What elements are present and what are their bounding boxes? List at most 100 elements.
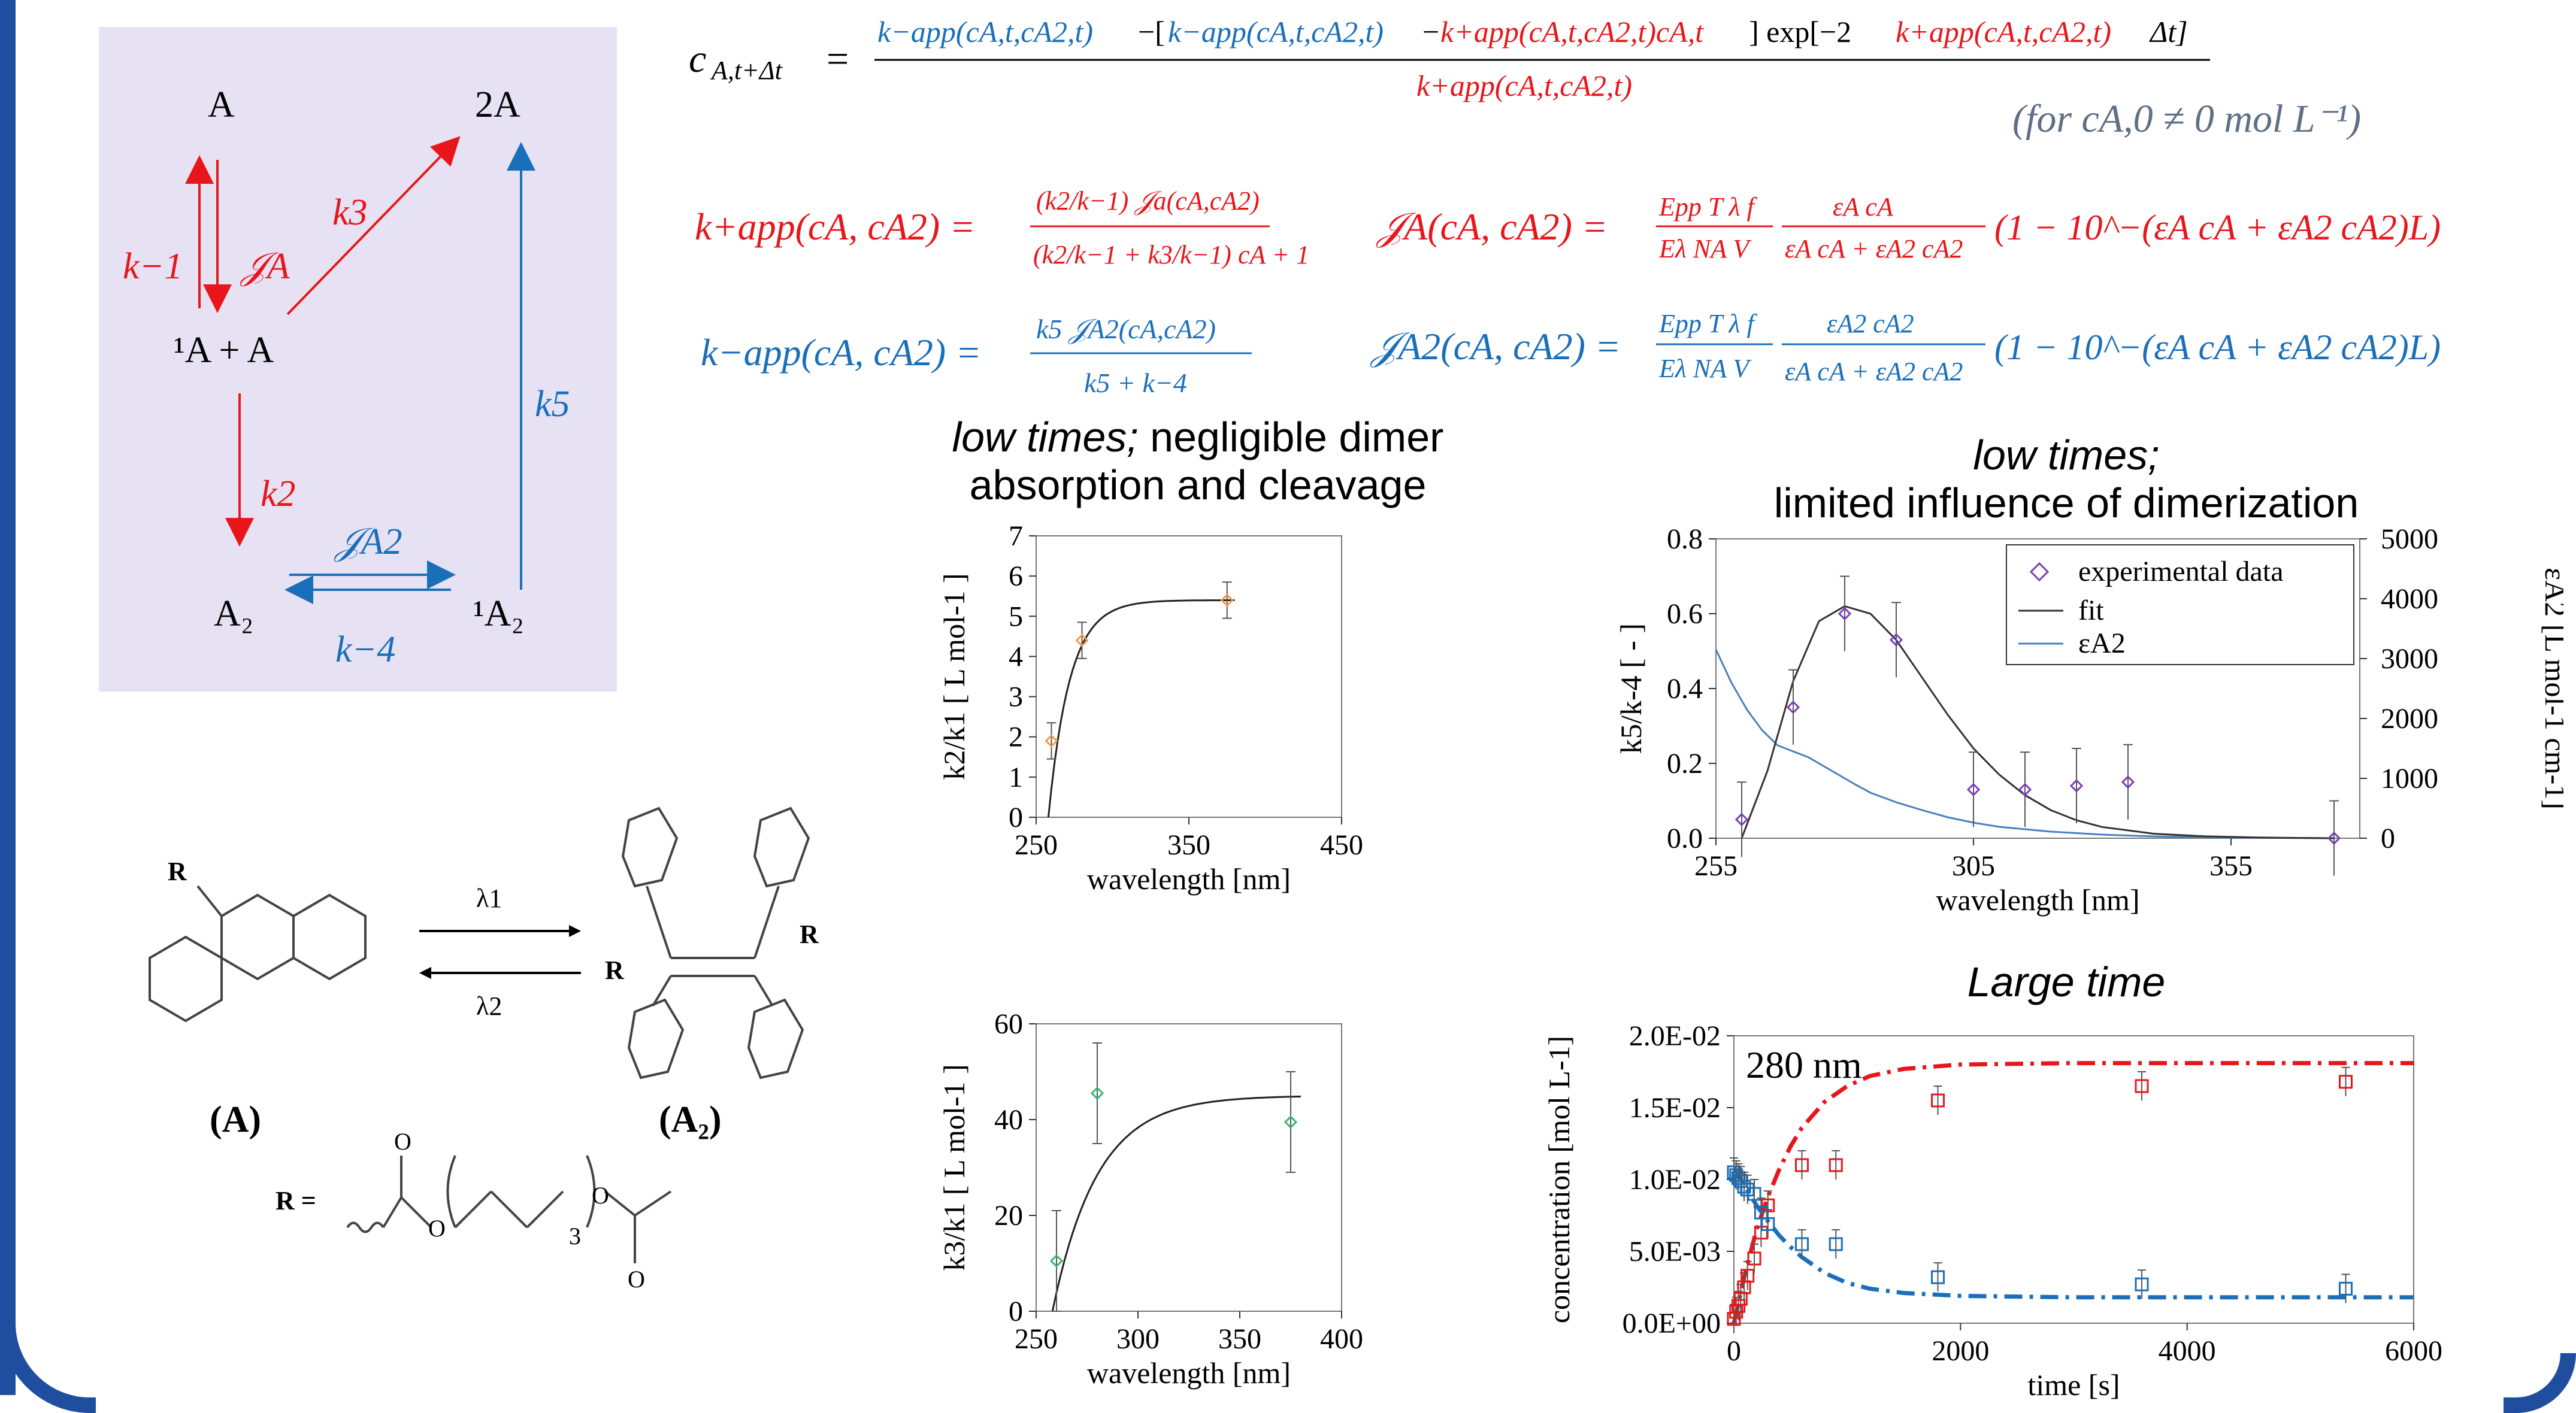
label-lambda1: λ1 — [476, 884, 502, 913]
eq-J-A2-tail: (1 − 10^−(εA cA + εA2 cA2)L) — [1994, 328, 2441, 367]
y-tick-label: 0.8 — [1667, 523, 1703, 555]
R-group-structure — [346, 1155, 672, 1263]
y2-tick-label: 5000 — [2381, 523, 2438, 555]
eq-J-A-frac1-num: Epp T λ f — [1658, 192, 1758, 222]
eq-k-minus-app-den: k5 + k−4 — [1084, 368, 1187, 398]
eq-main-num-6: ] exp[−2 — [1749, 15, 1851, 48]
eq-main-num-2: −[ — [1138, 15, 1165, 48]
label-k5: k5 — [535, 384, 570, 424]
y-tick-label: 0.0E+00 — [1623, 1308, 1721, 1339]
x-tick-label: 350 — [1167, 829, 1210, 861]
label-compound-A: (A) — [210, 1099, 261, 1140]
data-point — [1966, 783, 1981, 796]
data-point-A2 — [2135, 1079, 2149, 1093]
data-point — [1075, 633, 1089, 647]
data-point — [1284, 1115, 1298, 1129]
y-tick-label: 0 — [1009, 1296, 1023, 1327]
eq-main-num-5: k+app(cA,t,cA2,t)cA,t — [1440, 15, 1704, 48]
y-tick-label: 6 — [1009, 560, 1023, 592]
eq-main-lhs: c — [689, 37, 706, 81]
y-tick-label: 2.0E-02 — [1629, 1020, 1721, 1052]
R-oxygen-2: O — [394, 1128, 411, 1155]
eq-main-num-1: k−app(cA,t,cA2,t) — [877, 15, 1093, 48]
equations: c A,t+Δt = k−app(cA,t,cA2,t) −[ k−app(cA… — [689, 15, 2441, 398]
x-tick-label: 450 — [1320, 829, 1363, 861]
data-point — [2069, 779, 2084, 793]
eq-J-A2-frac2-den: εA cA + εA2 cA2 — [1785, 357, 1963, 386]
fit-curve — [1051, 1095, 1301, 1312]
x-tick-label: 4000 — [2159, 1335, 2216, 1367]
data-point-A2 — [1727, 1312, 1741, 1326]
chart1-title-italic: low times; — [952, 414, 1139, 460]
data-point-A — [1829, 1237, 1843, 1251]
A2-R-label-left: R — [605, 956, 625, 985]
species-excited-A2: ¹A₂ — [473, 593, 524, 634]
y-axis-label: k3/k1 [ L mol-1 ] — [937, 1064, 971, 1271]
legend-marker-experimental — [2029, 562, 2050, 582]
species-excited-A-plus-A: ¹A + A — [174, 330, 274, 371]
chart-k5-k4: 255 305 355 0.0 0.2 0.4 0.6 0.8 wavelength [nm] k… — [1614, 523, 2563, 917]
anthracene-A-structure — [149, 885, 367, 1023]
data-point-A — [2339, 1281, 2353, 1296]
y-tick-label: 7 — [1009, 521, 1023, 552]
x-axis-label: time [s] — [2027, 1368, 2120, 1402]
fit-curve — [1047, 599, 1235, 818]
reaction-scheme: A 2A k−1 𝒥A k3 ¹A + A k5 k2 A₂ 𝒥A2 ¹A₂ k… — [123, 84, 570, 670]
data-point-A2 — [1732, 1299, 1746, 1313]
label-J-A: 𝒥A — [240, 246, 290, 287]
data-point — [2018, 783, 2032, 796]
plot-frame — [1036, 1023, 1342, 1312]
y-tick-label: 1.5E-02 — [1629, 1092, 1721, 1124]
R-oxygen-3: O — [592, 1182, 609, 1209]
chart1-title-rest: negligible dimer — [1138, 414, 1444, 460]
y-tick-label: 0.0 — [1667, 823, 1703, 854]
y2-tick-label: 3000 — [2381, 643, 2438, 675]
epsilon-curve — [1715, 649, 2335, 839]
plot-frame — [1036, 535, 1342, 818]
y-tick-label: 60 — [994, 1008, 1023, 1040]
x-tick-label: 305 — [1952, 850, 1995, 882]
eq-J-A-frac2-den: εA cA + εA2 cA2 — [1785, 234, 1963, 263]
x-tick-label: 250 — [1015, 829, 1058, 861]
eq-main-num-3: k−app(cA,t,cA2,t) — [1168, 15, 1384, 48]
x-tick-label: 400 — [1320, 1323, 1363, 1355]
label-J-A2: 𝒥A2 — [334, 521, 402, 562]
x-axis-label: wavelength [nm] — [1087, 862, 1291, 896]
y-tick-label: 4 — [1009, 641, 1023, 672]
y-tick-label: 3 — [1009, 681, 1023, 713]
x-tick-label: 255 — [1694, 850, 1737, 882]
eq-main-denominator: k+app(cA,t,cA2,t) — [1416, 69, 1632, 102]
label-k3: k3 — [332, 192, 368, 233]
legend-label-fit: fit — [2078, 595, 2104, 626]
label-lambda2: λ2 — [476, 991, 502, 1021]
eq-k-minus-app-lhs: k−app(cA, cA2) = — [701, 331, 981, 374]
R-oxygen-4: O — [628, 1266, 645, 1293]
x-tick-label: 250 — [1015, 1323, 1058, 1355]
legend-label-epsilon: εA2 — [2078, 627, 2126, 659]
data-point — [1786, 701, 1800, 714]
y-tick-label: 0.6 — [1667, 598, 1703, 630]
species-2A: 2A — [475, 84, 520, 125]
fit-curve-A — [1732, 1166, 2414, 1300]
species-A2: A₂ — [214, 593, 253, 634]
y2-tick-label: 0 — [2381, 823, 2395, 854]
chart3-title-line1: low times; — [1973, 432, 2160, 478]
x-tick-label: 300 — [1116, 1323, 1160, 1355]
eq-J-A2-frac1-num: Epp T λ f — [1658, 309, 1758, 338]
data-point-A2 — [1829, 1158, 1843, 1172]
data-point-A — [1761, 1217, 1775, 1231]
reaction-scheme-box — [99, 27, 617, 692]
data-point-A — [2135, 1277, 2149, 1291]
eq-J-A-lhs: 𝒥A(cA, cA2) = — [1376, 205, 1608, 248]
arrow-lambda2-head — [419, 967, 431, 979]
data-point — [1045, 734, 1058, 748]
chart-concentration: 0 2000 4000 6000 0.0E+00 5.0E-03 1.0E-02 1.5E-0… — [1542, 1020, 2442, 1402]
chart-k2-k1: 250 350 450 0 1 2 3 4 5 6 7 wavelength [nm] k2/k1 [ … — [937, 521, 1363, 896]
x-axis-label: wavelength [nm] — [1936, 883, 2139, 917]
fit-curve — [1740, 605, 2335, 839]
x-axis-label: wavelength [nm] — [1087, 1356, 1291, 1390]
data-point — [2121, 775, 2135, 789]
data-point — [1220, 593, 1234, 607]
y-axis-label: k2/k1 [ L mol-1 ] — [937, 573, 971, 780]
